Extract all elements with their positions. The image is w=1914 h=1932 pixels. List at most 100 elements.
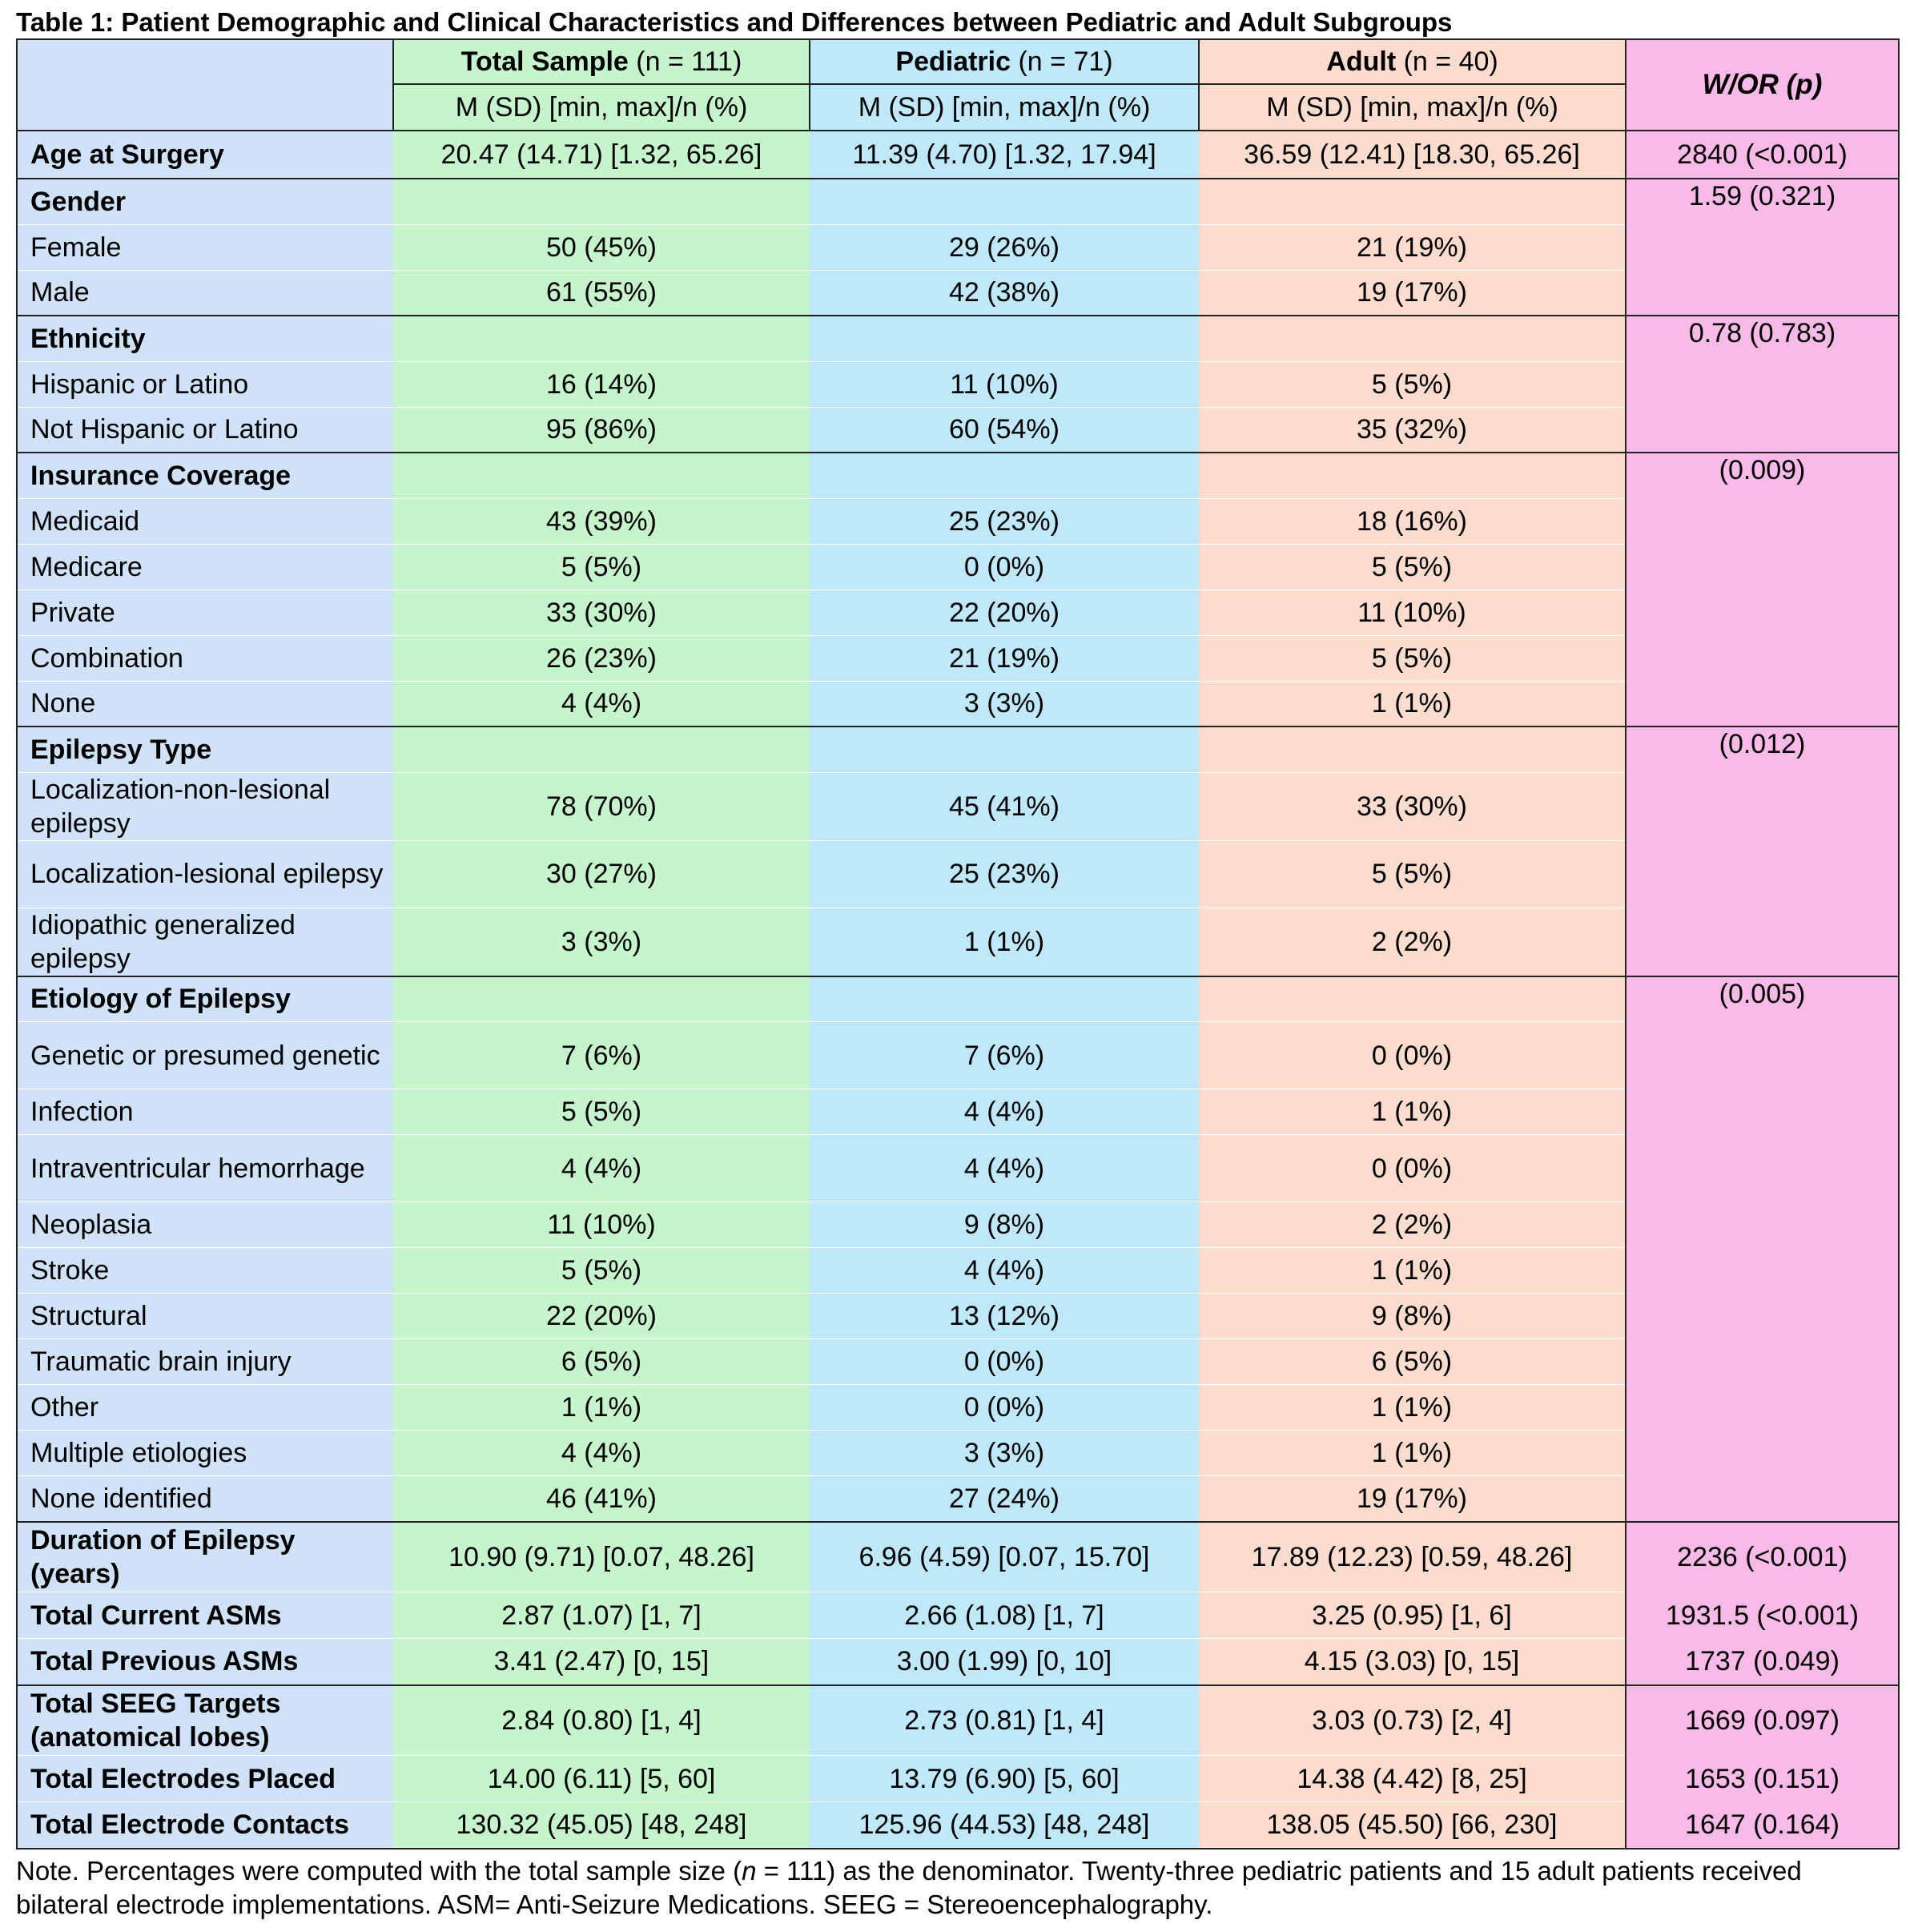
row-value bbox=[1199, 976, 1626, 1022]
row-value: 3.00 (1.99) [0, 10] bbox=[810, 1638, 1199, 1685]
row-value bbox=[810, 453, 1199, 498]
table-row: Total SEEG Targets (anatomical lobes) 2.8… bbox=[17, 1684, 1899, 1756]
row-value: 60 (54%) bbox=[810, 406, 1199, 453]
section-statistic: (0.005) bbox=[1625, 976, 1899, 1522]
row-value: 11 (10%) bbox=[1199, 589, 1626, 635]
table-row: Duration of Epilepsy (years) 10.90 (9.71)… bbox=[17, 1521, 1899, 1592]
section-row: Age at Surgery 20.47 (14.71) [1.32, 65.26… bbox=[17, 131, 1899, 179]
header-group-name: Total Sample bbox=[460, 46, 629, 77]
row-value: 42 (38%) bbox=[810, 269, 1199, 316]
row-label: Localization-lesional epilepsy bbox=[17, 839, 393, 908]
row-label: Not Hispanic or Latino bbox=[17, 406, 393, 453]
row-value: 0 (0%) bbox=[1199, 1021, 1626, 1089]
row-value: 25 (23%) bbox=[810, 839, 1199, 908]
row-value: 6.96 (4.59) [0.07, 15.70] bbox=[810, 1521, 1199, 1592]
row-value: 2.84 (0.80) [1, 4] bbox=[393, 1684, 810, 1756]
row-value: 2.66 (1.08) [1, 7] bbox=[810, 1592, 1199, 1639]
row-label: Total Electrodes Placed bbox=[17, 1755, 393, 1802]
row-value: 11.39 (4.70) [1.32, 17.94] bbox=[810, 131, 1199, 179]
row-value bbox=[810, 316, 1199, 361]
header-total-sample: Total Sample (n = 111) bbox=[392, 38, 810, 85]
row-label: Other bbox=[17, 1384, 393, 1431]
row-value: 130.32 (45.05) [48, 248] bbox=[393, 1801, 810, 1849]
row-value: 5 (5%) bbox=[1199, 360, 1626, 407]
row-value: 3 (3%) bbox=[810, 1430, 1199, 1476]
table-row: Intraventricular hemorrhage 4 (4%) 4 (4%) 0… bbox=[17, 1134, 1899, 1202]
table-row: Stroke 5 (5%) 4 (4%) 1 (1%) bbox=[17, 1247, 1899, 1294]
header-group-n: (n = 111) bbox=[636, 46, 742, 77]
row-value: 19 (17%) bbox=[1199, 269, 1626, 316]
row-label: Medicaid bbox=[17, 497, 393, 544]
table-row: Multiple etiologies 4 (4%) 3 (3%) 1 (1%) bbox=[17, 1430, 1899, 1476]
section-header-row: Gender 1.59 (0.321) bbox=[17, 179, 1899, 316]
row-statistic: 2840 (<0.001) bbox=[1625, 131, 1899, 179]
section-statistic: 1.59 (0.321) bbox=[1625, 179, 1899, 316]
row-value bbox=[810, 976, 1199, 1022]
row-value: 3.25 (0.95) [1, 6] bbox=[1199, 1592, 1626, 1639]
row-value bbox=[1199, 727, 1626, 772]
row-value: 6 (5%) bbox=[393, 1338, 810, 1385]
table-title: Table 1: Patient Demographic and Clinica… bbox=[16, 7, 1453, 37]
row-value: 21 (19%) bbox=[810, 634, 1199, 681]
subheader-adult: M (SD) [min, max]/n (%) bbox=[1198, 83, 1626, 131]
row-value: 3 (3%) bbox=[810, 680, 1199, 727]
row-label: Private bbox=[17, 589, 393, 635]
row-value: 125.96 (44.53) [48, 248] bbox=[810, 1801, 1199, 1849]
row-value: 138.05 (45.50) [66, 230] bbox=[1199, 1801, 1626, 1849]
row-label: Epilepsy Type bbox=[17, 727, 393, 772]
row-value: 6 (5%) bbox=[1199, 1338, 1626, 1385]
row-label: Structural bbox=[17, 1293, 393, 1339]
paper-page: Table 1: Patient Demographic and Clinica… bbox=[16, 6, 1900, 1922]
table-row: Localization-non-lesional epilepsy 78 (70… bbox=[17, 771, 1899, 840]
row-label: Total Previous ASMs bbox=[17, 1638, 393, 1685]
row-value: 14.38 (4.42) [8, 25] bbox=[1199, 1755, 1626, 1802]
row-label: Medicare bbox=[17, 543, 393, 590]
row-label: Traumatic brain injury bbox=[17, 1338, 393, 1385]
table-row: Medicare 5 (5%) 0 (0%) 5 (5%) bbox=[17, 543, 1899, 590]
row-value: 61 (55%) bbox=[393, 269, 810, 316]
table-row: Total Electrodes Placed 14.00 (6.11) [5, … bbox=[17, 1755, 1899, 1802]
row-label: Idiopathic generalized epilepsy bbox=[17, 907, 393, 976]
row-value: 1 (1%) bbox=[1199, 1384, 1626, 1431]
row-label: Female bbox=[17, 223, 393, 270]
subheader-pediatric: M (SD) [min, max]/n (%) bbox=[809, 83, 1200, 131]
row-value bbox=[393, 179, 810, 224]
table-row: Localization-lesional epilepsy 30 (27%) 25… bbox=[17, 839, 1899, 908]
table-row: Female 50 (45%) 29 (26%) 21 (19%) bbox=[17, 223, 1899, 270]
table-row: None identified 46 (41%) 27 (24%) 19 (17%) bbox=[17, 1475, 1899, 1522]
row-value: 36.59 (12.41) [18.30, 65.26] bbox=[1199, 131, 1626, 179]
table-row: Neoplasia 11 (10%) 9 (8%) 2 (2%) bbox=[17, 1201, 1899, 1248]
table-subheader-row: M (SD) [min, max]/n (%) M (SD) [min, max… bbox=[17, 83, 1899, 131]
section-header-row: Etiology of Epilepsy (0.005) bbox=[17, 976, 1899, 1522]
row-label: Age at Surgery bbox=[17, 131, 393, 179]
section-header-row: Ethnicity 0.78 (0.783) bbox=[17, 316, 1899, 453]
row-value: 16 (14%) bbox=[393, 360, 810, 407]
note-suffix: = 111) as the denominator. Twenty-three … bbox=[16, 1855, 1802, 1919]
row-statistic: 1647 (0.164) bbox=[1625, 1801, 1899, 1849]
row-value: 1 (1%) bbox=[1199, 1247, 1626, 1294]
row-value: 33 (30%) bbox=[1199, 771, 1626, 840]
row-value: 1 (1%) bbox=[1199, 1430, 1626, 1476]
row-value bbox=[810, 179, 1199, 224]
table-body: Age at Surgery 20.47 (14.71) [1.32, 65.26… bbox=[17, 131, 1899, 1849]
table-row: Genetic or presumed genetic 7 (6%) 7 (6%) 0… bbox=[17, 1021, 1899, 1089]
row-value: 19 (17%) bbox=[1199, 1475, 1626, 1522]
row-value bbox=[1199, 179, 1626, 224]
row-value: 0 (0%) bbox=[1199, 1134, 1626, 1202]
row-value bbox=[393, 316, 810, 361]
row-value: 4 (4%) bbox=[810, 1247, 1199, 1294]
row-value: 9 (8%) bbox=[810, 1201, 1199, 1248]
row-value: 2 (2%) bbox=[1199, 907, 1626, 976]
table-note: Note. Percentages were computed with the… bbox=[16, 1854, 1898, 1922]
header-group-name: Adult bbox=[1326, 46, 1397, 77]
row-value: 3 (3%) bbox=[393, 907, 810, 976]
row-label: None bbox=[17, 680, 393, 727]
row-label: Infection bbox=[17, 1089, 393, 1135]
row-label: Genetic or presumed genetic bbox=[17, 1021, 393, 1089]
table-row: Total Current ASMs 2.87 (1.07) [1, 7] 2.66… bbox=[17, 1592, 1899, 1639]
table-row: Structural 22 (20%) 13 (12%) 9 (8%) bbox=[17, 1293, 1899, 1339]
row-value: 43 (39%) bbox=[393, 497, 810, 544]
row-statistic: 2236 (<0.001) bbox=[1625, 1521, 1899, 1592]
table-row: Infection 5 (5%) 4 (4%) 1 (1%) bbox=[17, 1089, 1899, 1135]
row-value: 78 (70%) bbox=[393, 771, 810, 840]
